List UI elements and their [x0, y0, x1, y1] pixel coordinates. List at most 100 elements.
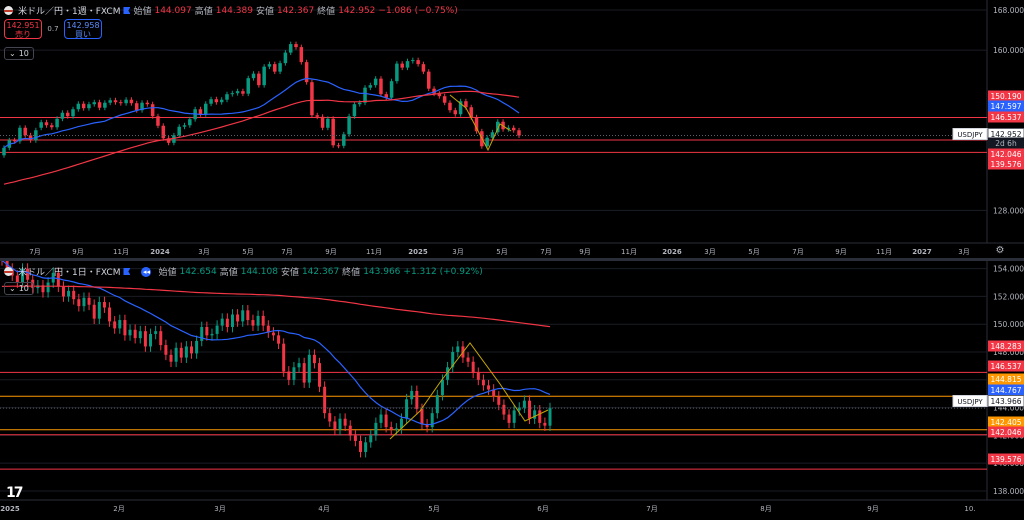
candle-body — [487, 385, 491, 390]
x-tick-label: 11月 — [366, 248, 382, 256]
x-tick-label: 4月 — [318, 505, 329, 513]
candle-body — [379, 414, 383, 423]
price-tag-box — [988, 426, 1024, 438]
candle-body — [342, 134, 346, 146]
candle-body — [448, 102, 452, 111]
price-tag-box — [987, 395, 1024, 407]
candle-body — [67, 290, 71, 297]
candle-body — [432, 88, 436, 94]
fast-moving-average-line — [1, 261, 551, 426]
bookmark-flag-icon[interactable] — [123, 7, 131, 14]
candle-body — [312, 354, 316, 364]
weekly-chart-pane[interactable]: 168.000 160.000 128.000 7月 9月 11月 2024 3月 5月 7月 9月… — [0, 0, 1024, 258]
candle-body — [347, 116, 351, 135]
candle-body — [506, 127, 511, 130]
indicators-toggle[interactable]: ⌄ 10 — [4, 282, 34, 295]
candle-body — [471, 361, 475, 373]
candle-body — [154, 331, 158, 334]
candle-body — [373, 78, 378, 86]
zigzag-line — [389, 342, 549, 440]
gear-icon[interactable]: ⚙ — [996, 245, 1005, 256]
indicators-toggle[interactable]: ⌄ 10 — [4, 47, 34, 60]
candle-body — [225, 94, 229, 100]
high-label: 高値 — [194, 7, 213, 17]
candle-body — [481, 379, 485, 386]
low-label: 安値 — [280, 268, 299, 278]
price-tag-label: 142.405 — [990, 418, 1021, 427]
candle-body — [302, 363, 306, 383]
candle-body — [502, 404, 506, 415]
buy-button[interactable]: 142.958 買い — [64, 19, 102, 39]
candle-body — [267, 64, 272, 67]
candle-body — [420, 408, 424, 425]
candle-body — [283, 52, 288, 64]
candle-body — [198, 109, 203, 115]
x-tick-label: 3月 — [214, 505, 225, 513]
price-tag-box — [988, 148, 1024, 160]
candle-body — [399, 418, 403, 429]
x-tick-label: 7月 — [540, 248, 551, 256]
weekly-symbol-title[interactable]: 米ドル／円・1週・FXCM — [18, 7, 121, 17]
candle-body — [161, 125, 166, 139]
candle-body — [415, 390, 419, 409]
sell-button[interactable]: 142.951 売り — [4, 19, 42, 39]
candle-body — [343, 418, 347, 426]
candle-body — [220, 318, 224, 326]
candle-body — [318, 363, 322, 387]
candle-body — [476, 372, 480, 380]
y-tick-label: 152.000 — [993, 292, 1024, 301]
candle-body — [394, 428, 398, 430]
usdjpy-flag-icon — [4, 267, 13, 276]
daily-chart-pane[interactable]: 154.000152.000150.000148.000146.000144.0… — [0, 261, 1024, 520]
candle-body — [405, 61, 410, 68]
weekly-chart-canvas[interactable]: 168.000 160.000 128.000 7月 9月 11月 2024 3月 5月 7月 9月… — [0, 0, 1024, 258]
candle-body — [266, 325, 270, 333]
price-tag-label: 143.966 — [990, 397, 1021, 406]
candle-body — [348, 425, 352, 436]
y-tick-label: 128.000 — [993, 206, 1024, 215]
daily-chart-canvas[interactable]: 154.000152.000150.000148.000146.000144.0… — [0, 261, 1024, 520]
candle-body — [326, 118, 330, 128]
chevron-down-icon: ⌄ — [9, 284, 16, 293]
daily-symbol-title[interactable]: 米ドル／円・1日・FXCM — [18, 268, 121, 278]
candle-body — [543, 422, 547, 426]
candle-body — [145, 102, 150, 105]
candle-body — [81, 103, 86, 109]
y-tick-label: 168.000 — [993, 6, 1024, 15]
x-tick-label: 5月 — [428, 505, 439, 513]
candle-body — [410, 390, 414, 400]
bookmark-flag-icon[interactable] — [123, 268, 131, 275]
pane-divider[interactable] — [0, 258, 1024, 261]
candle-body — [430, 413, 434, 428]
close-label: 終値 — [317, 7, 336, 17]
candle-body — [453, 110, 458, 115]
candle-body — [469, 107, 473, 118]
candle-body — [241, 310, 245, 322]
candle-body — [129, 99, 134, 104]
candle-body — [352, 104, 357, 117]
candle-body — [246, 310, 250, 321]
candle-body — [400, 63, 404, 68]
candle-body — [517, 407, 521, 411]
y-tick-label: 138.000 — [993, 487, 1024, 496]
price-tag-label: 144.767 — [990, 386, 1021, 395]
replay-icon[interactable]: ◂◂ — [141, 266, 152, 277]
price-tag-label: 139.576 — [990, 160, 1021, 169]
candle-body — [87, 104, 91, 109]
candle-body — [288, 44, 293, 53]
candle-body — [369, 435, 373, 443]
candle-body — [119, 102, 123, 104]
candle-body — [440, 379, 444, 396]
x-tick-label: 5月 — [242, 248, 253, 256]
x-tick-label: 7月 — [281, 248, 292, 256]
candle-body — [548, 408, 552, 426]
candle-body — [72, 290, 76, 300]
x-tick-label: 7月 — [646, 505, 657, 513]
candle-body — [34, 130, 38, 141]
price-tag-label: 142.046 — [990, 150, 1021, 159]
candle-body — [353, 435, 357, 441]
indicator-count: 10 — [18, 284, 29, 293]
x-tick-label: 2024 — [150, 248, 170, 256]
candle-body — [446, 367, 450, 380]
candle-body — [92, 102, 97, 105]
